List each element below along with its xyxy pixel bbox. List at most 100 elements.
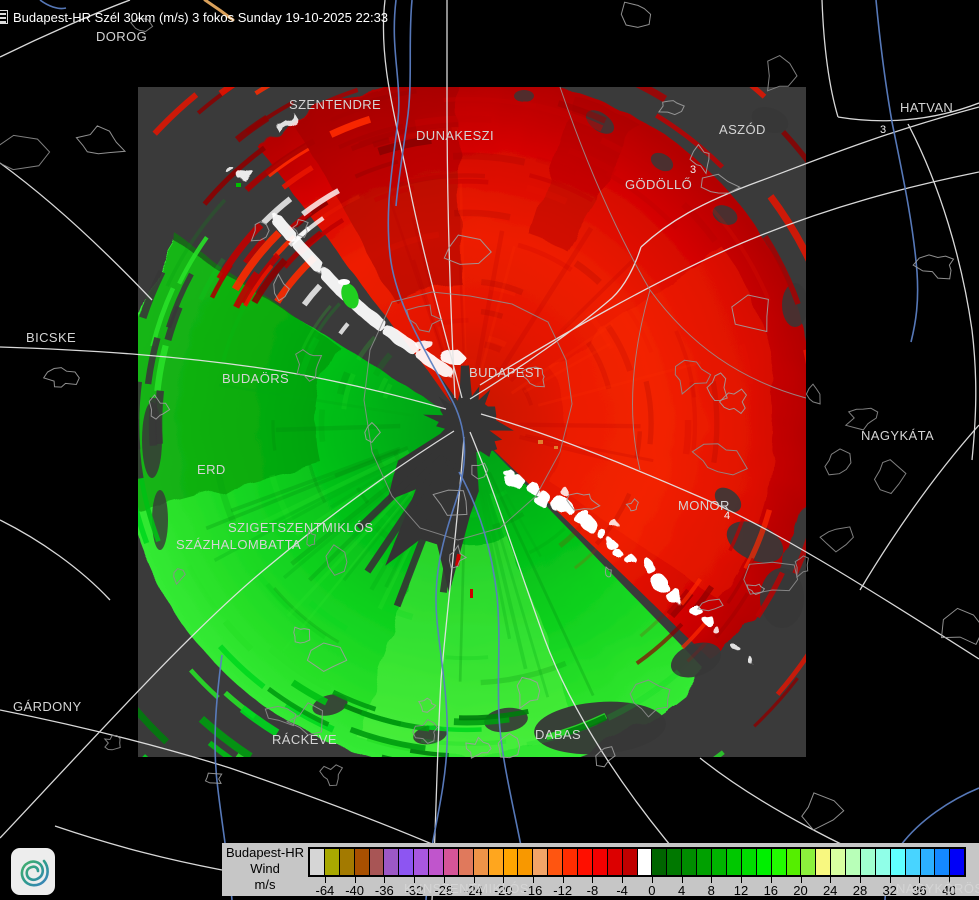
isodop-dot (749, 659, 755, 665)
echo-arc (674, 330, 697, 398)
echo-arc (231, 230, 282, 292)
colorbar-tick (354, 877, 356, 883)
road-number-label: 3 (880, 124, 887, 136)
velocity-sectors (138, 87, 806, 757)
town-outline (819, 526, 854, 553)
echo-arc (634, 431, 643, 459)
echo-arc (381, 754, 393, 757)
isodop-dot (612, 548, 622, 558)
echo-arc (332, 689, 377, 712)
colorbar-cell (607, 849, 623, 875)
echo-arc (443, 96, 537, 109)
city-label-hatvan: HATVAN (900, 100, 954, 115)
colorbar-tick-label: -4 (616, 883, 628, 898)
colorbar-tick (414, 877, 415, 883)
echo-arc (350, 131, 397, 152)
isodop-dot (712, 626, 720, 634)
town-outline (794, 555, 809, 579)
colorbar-tick (830, 877, 832, 883)
echo-ray (281, 459, 439, 652)
echo-arc (202, 145, 266, 206)
echo-ray (342, 479, 424, 582)
echo-arc (713, 750, 725, 757)
isodop-dot (731, 643, 737, 649)
town-outline (273, 273, 290, 302)
echo-arc (487, 335, 507, 348)
echo-arc (356, 335, 377, 361)
colorbar-tick-label: 8 (707, 883, 715, 898)
city-label-dunakeszi: DUNAKESZI (416, 128, 495, 143)
city-label-kunszentmikl-s: KUNSZENTMIKLÓS (404, 881, 529, 896)
echo-arc (525, 184, 568, 205)
colorbar-tick-label: -36 (374, 883, 394, 898)
echo-ray (499, 226, 594, 372)
echo-arc (535, 156, 577, 176)
echo-arc (726, 557, 755, 605)
echo-arc (152, 92, 199, 136)
colorbar-tick (681, 877, 683, 883)
town-outline (746, 583, 766, 596)
echo-arc (154, 390, 164, 445)
echo-arc (251, 257, 288, 305)
city-label-bicske: BICSKE (26, 330, 77, 345)
colorbar-tick-label: -8 (586, 883, 599, 898)
echo-ray (509, 253, 640, 383)
colorbar-cell (771, 849, 787, 875)
echo-arc (489, 285, 516, 297)
county-borders (363, 86, 807, 541)
echo-ray (474, 230, 505, 373)
echo-arc (762, 235, 801, 305)
town-outline (691, 443, 749, 476)
echo-ray (525, 434, 654, 463)
colorbar-tick-label: 4 (677, 883, 686, 898)
colorbar-tick-label: -40 (345, 883, 364, 898)
town-outline (604, 566, 612, 578)
town-outline (625, 498, 639, 512)
echo-arc (377, 135, 432, 156)
echo-ray (412, 259, 447, 358)
title-text: Budapest-HR Szél 30km (m/s) 3 fokos Sund… (13, 10, 389, 25)
echo-arc (254, 87, 271, 96)
isodop-dot (643, 561, 656, 573)
echo-ray (205, 445, 409, 531)
echo-arc (273, 587, 340, 644)
echo-arc (606, 669, 681, 721)
town-outline (432, 489, 468, 516)
radar-field (138, 87, 806, 757)
echo-arc (374, 479, 401, 508)
echo-arc (218, 87, 236, 97)
echo-arc (301, 188, 340, 217)
town-outline (325, 544, 348, 576)
colorbar-cell (339, 849, 355, 875)
colorbar-tick (592, 877, 594, 883)
echo-arc (245, 100, 295, 134)
town-outline (42, 367, 80, 388)
isodop-dot (651, 575, 669, 592)
echo-arc (593, 353, 611, 389)
colorbar-cell (935, 849, 951, 875)
town-outline (718, 388, 748, 415)
town-outline (406, 304, 443, 333)
town-outline (319, 764, 344, 787)
echo-arc (452, 152, 526, 166)
city-label-r-ckeve: RÁCKEVE (272, 732, 337, 747)
echo-arc (493, 366, 509, 380)
echo-arc (308, 600, 349, 632)
echo-arc (480, 660, 567, 686)
town-outline (148, 394, 171, 420)
colorbar-cell (578, 849, 593, 875)
town-outline (566, 492, 601, 511)
echo-arc (500, 319, 527, 336)
echo-arc (341, 372, 356, 410)
colorbar-tick-label: 24 (822, 883, 838, 898)
colorbar-cell (369, 849, 385, 875)
echo-arc (198, 715, 253, 757)
colorbar-tick (622, 877, 624, 883)
colorbar-tick (919, 877, 921, 883)
echo-arc (360, 710, 430, 732)
colorbar-cell (741, 849, 757, 875)
echo-arc (308, 464, 327, 504)
echo-arc (148, 397, 158, 446)
colorbar-tick (324, 877, 326, 883)
colorbar-tick-label: 32 (882, 883, 897, 898)
